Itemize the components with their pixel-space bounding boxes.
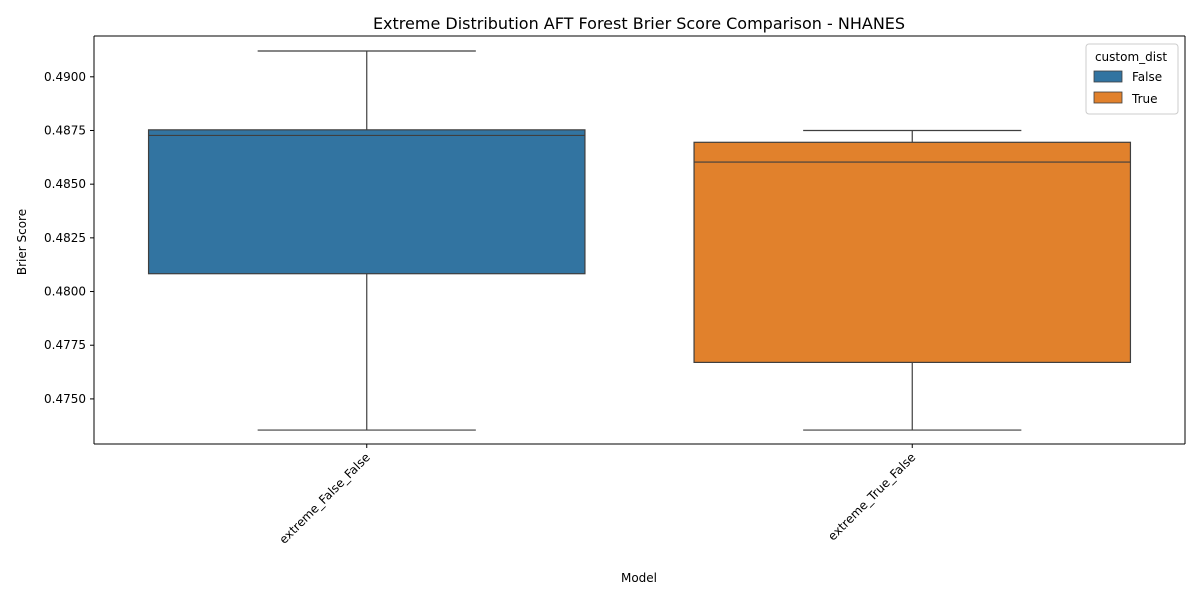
boxes-group [147, 50, 1132, 431]
y-tick-label: 0.4825 [44, 231, 86, 245]
y-tick-label: 0.4750 [44, 392, 86, 406]
box-extreme_False_False [147, 50, 586, 431]
x-tick-label: extreme_True_False [825, 450, 918, 543]
x-axis-label: Model [621, 571, 657, 585]
legend-swatch-true [1093, 91, 1123, 104]
iqr-box [693, 141, 1132, 364]
legend-swatch-false [1093, 70, 1123, 83]
y-tick-label: 0.4775 [44, 338, 86, 352]
legend: custom_dist False True [1085, 43, 1179, 115]
x-tick-label: extreme_False_False [276, 450, 372, 546]
box-extreme_True_False [693, 129, 1132, 431]
plot-area: 0.4750 0.4775 0.4800 0.4825 0.4850 0.4875 0.49… [44, 35, 1186, 547]
iqr-box [147, 129, 586, 275]
legend-label-true: True [1131, 92, 1158, 106]
y-ticks-group: 0.4750 0.4775 0.4800 0.4825 0.4850 0.4875 0.49… [44, 70, 94, 406]
chart-title: Extreme Distribution AFT Forest Brier Sc… [373, 14, 905, 33]
y-tick-label: 0.4800 [44, 285, 86, 299]
y-tick-label: 0.4900 [44, 70, 86, 84]
x-ticks-group: extreme_False_False extreme_True_False [276, 444, 918, 547]
y-axis-label: Brier Score [15, 209, 29, 275]
legend-title: custom_dist [1095, 50, 1167, 64]
y-tick-label: 0.4850 [44, 177, 86, 191]
legend-label-false: False [1132, 70, 1162, 84]
y-tick-label: 0.4875 [44, 123, 86, 137]
